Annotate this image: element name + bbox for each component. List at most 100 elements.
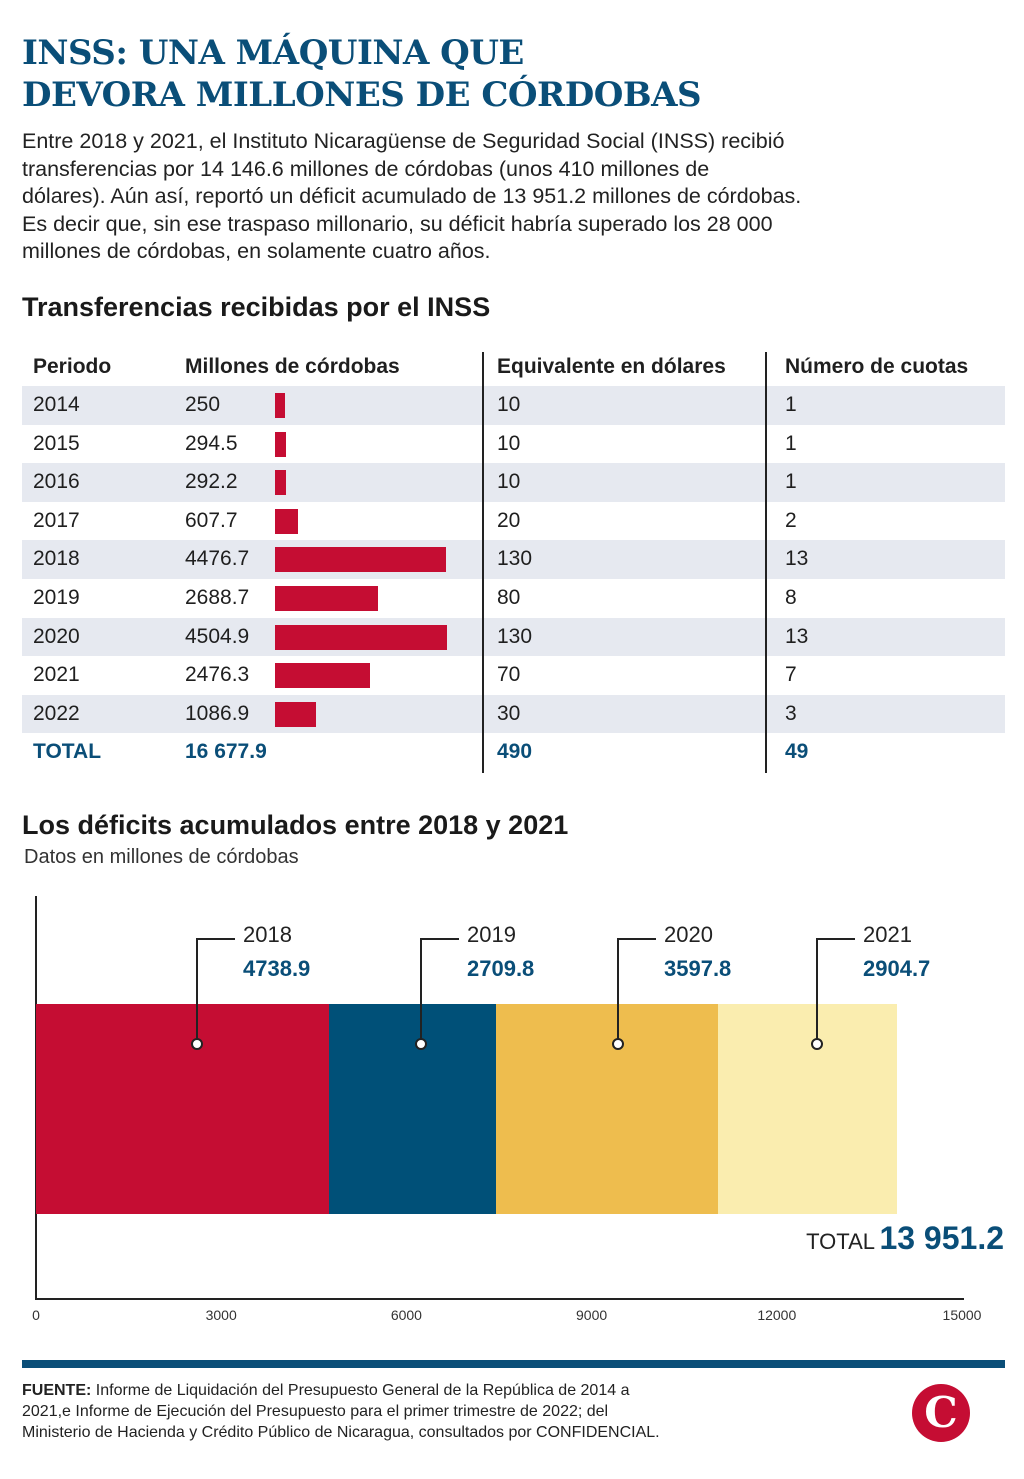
x-tick-label: 12000 [757,1307,797,1323]
infographic-title: INSS: UNA MÁQUINA QUE DEVORA MILLONES DE… [22,32,922,116]
bar-millones [275,585,378,611]
total-cuotas: 49 [785,740,809,764]
intro-line: millones de córdobas, en solamente cuatr… [22,239,491,263]
cell-dolares: 10 [497,431,521,455]
marker-dot [612,1038,624,1050]
total-deficit-value: 13 951.2 [879,1220,1004,1256]
cell-cuotas: 2 [785,508,797,532]
cell-dolares: 130 [497,624,533,648]
logo-letter: C [924,1388,958,1437]
column-header-dolares: Equivalente en dólares [497,355,726,378]
table-row: 2021 2476.3 70 7 [22,656,1005,695]
bar-millones [275,431,287,457]
footer-rule [22,1360,1005,1368]
column-header-period: Periodo [33,355,112,378]
leader-line [817,938,855,940]
table-row: 2017 607.7 20 2 [22,502,1005,541]
deficit-subtitle: Datos en millones de córdobas [24,846,299,868]
cell-dolares: 10 [497,393,521,416]
cell-millones: 250 [185,393,221,416]
cell-period: 2017 [33,508,80,532]
title-line-1: INSS: UNA MÁQUINA QUE [22,33,524,73]
table-body: 2014 250 10 1 2015 294.5 10 1 2016 292.2 10 1 2017 60… [22,386,1005,734]
leader-line [420,938,422,1044]
cell-millones: 607.7 [185,508,238,532]
cell-dolares: 30 [497,701,521,725]
cell-dolares: 80 [497,585,521,609]
bar-millones [275,624,447,650]
transfers-table: Periodo Millones de córdobas Equivalente… [22,348,1005,772]
x-tick-label: 3000 [205,1307,237,1323]
x-tick-label: 15000 [942,1307,982,1323]
leader-line [421,938,459,940]
cell-dolares: 70 [497,663,521,687]
segment-year-label: 2019 [467,922,516,947]
table-row: 2016 292.2 10 1 [22,463,1005,502]
segment-year-label: 2021 [863,922,912,947]
source-line: Informe de Liquidación del Presupuesto G… [91,1382,630,1399]
column-header-millones: Millones de córdobas [185,355,400,378]
intro-line: dólares). Aún así, reportó un déficit ac… [22,184,802,208]
leader-line [618,938,656,940]
title-line-2: DEVORA MILLONES DE CÓRDOBAS [22,75,702,115]
total-label: TOTAL [33,740,102,764]
column-header-cuotas: Número de cuotas [785,355,969,378]
intro-paragraph: Entre 2018 y 2021, el Instituto Nicaragü… [22,128,1002,266]
cell-period: 2014 [33,393,80,416]
cell-cuotas: 7 [785,663,797,687]
leader-line [196,938,198,1044]
total-deficit: TOTAL 13 951.2 [806,1220,1004,1257]
cell-cuotas: 13 [785,624,809,648]
cell-period: 2021 [33,663,80,687]
marker-dot [811,1038,823,1050]
intro-line: Entre 2018 y 2021, el Instituto Nicaragü… [22,129,785,153]
cell-dolares: 20 [497,508,521,532]
cell-cuotas: 1 [785,431,797,455]
deficit-segment-2021 [717,1004,898,1214]
deficit-segment-2019 [328,1004,496,1214]
total-millones: 16 677.9 [185,740,267,764]
source-note: FUENTE: Informe de Liquidación del Presu… [22,1380,782,1443]
x-tick-label: 6000 [390,1307,422,1323]
leader-line [197,938,235,940]
source-line: Ministerio de Hacienda y Crédito Público… [22,1424,660,1441]
table-row: 2022 1086.9 30 3 [22,694,1005,734]
deficit-segment-2020 [495,1004,718,1214]
deficit-title: Los déficits acumulados entre 2018 y 202… [22,810,569,840]
segment-value-label: 2709.8 [467,956,535,981]
x-tick-label: 9000 [576,1307,608,1323]
table-row: 2018 4476.7 130 13 [22,540,1005,579]
cell-period: 2016 [33,470,80,494]
bar-millones [275,393,285,418]
leader-line [617,938,619,1044]
cell-millones: 2476.3 [185,663,250,687]
cell-dolares: 10 [497,470,521,494]
cell-cuotas: 13 [785,547,809,571]
confidencial-logo: C [912,1384,970,1442]
segment-year-label: 2018 [243,922,292,947]
cell-period: 2018 [33,547,80,571]
bar-millones [275,547,446,573]
cell-millones: 294.5 [185,431,238,455]
bar-millones [275,663,370,689]
segment-year-label: 2020 [664,922,713,947]
source-line: 2021,e Informe de Ejecución del Presupue… [22,1403,609,1420]
table-row: 2014 250 10 1 [22,386,1005,425]
cell-period: 2022 [33,701,80,725]
total-dolares: 490 [497,740,533,764]
total-deficit-label: TOTAL [806,1229,875,1254]
column-divider [765,352,767,773]
marker-dot [191,1038,203,1050]
source-label: FUENTE: [22,1382,92,1399]
leader-line [816,938,818,1044]
table-header-row: Periodo Millones de córdobas Equivalente… [22,348,1005,386]
cell-period: 2020 [33,624,80,648]
marker-dot [415,1038,427,1050]
cell-millones: 1086.9 [185,701,250,725]
x-tick-label: 0 [32,1307,40,1323]
cell-period: 2019 [33,585,80,609]
bar-millones [275,508,299,534]
bar-millones [275,470,287,496]
cell-period: 2015 [33,431,80,455]
table-row: 2019 2688.7 80 8 [22,579,1005,618]
